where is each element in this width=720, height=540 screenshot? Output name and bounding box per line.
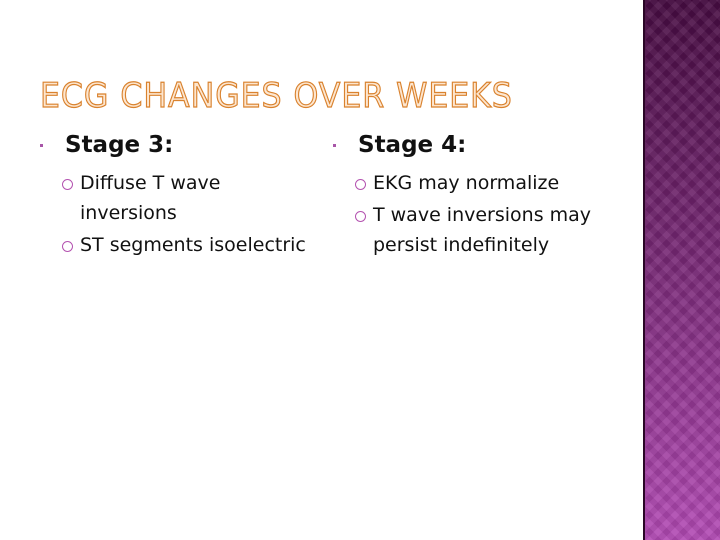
slide-title: ECG CHANGES OVER WEEKS xyxy=(39,75,513,116)
circle-bullet-icon xyxy=(62,241,73,252)
bullet-icon xyxy=(40,144,43,147)
column-stage-4: Stage 4: EKG may normalize T wave invers… xyxy=(333,132,608,260)
item-text: T wave inversions may persist indefinite… xyxy=(373,204,592,256)
decorative-sidebar xyxy=(643,0,720,540)
circle-bullet-icon xyxy=(355,179,366,190)
list-item: EKG may normalize xyxy=(353,168,608,198)
item-text: ST segments isoelectric xyxy=(80,234,306,256)
circle-bullet-icon xyxy=(62,179,73,190)
item-text: Diffuse T wave inversions xyxy=(80,172,221,224)
list-item: T wave inversions may persist indefinite… xyxy=(353,200,608,260)
column-heading: Stage 3: xyxy=(40,132,320,158)
column-stage-3: Stage 3: Diffuse T wave inversions ST se… xyxy=(40,132,320,260)
column-heading: Stage 4: xyxy=(333,132,608,158)
list-item: ST segments isoelectric xyxy=(60,230,320,260)
bullet-icon xyxy=(333,144,336,147)
heading-text: Stage 4: xyxy=(358,132,467,158)
item-text: EKG may normalize xyxy=(373,172,560,194)
heading-text: Stage 3: xyxy=(65,132,174,158)
circle-bullet-icon xyxy=(355,211,366,222)
list-item: Diffuse T wave inversions xyxy=(60,168,320,228)
